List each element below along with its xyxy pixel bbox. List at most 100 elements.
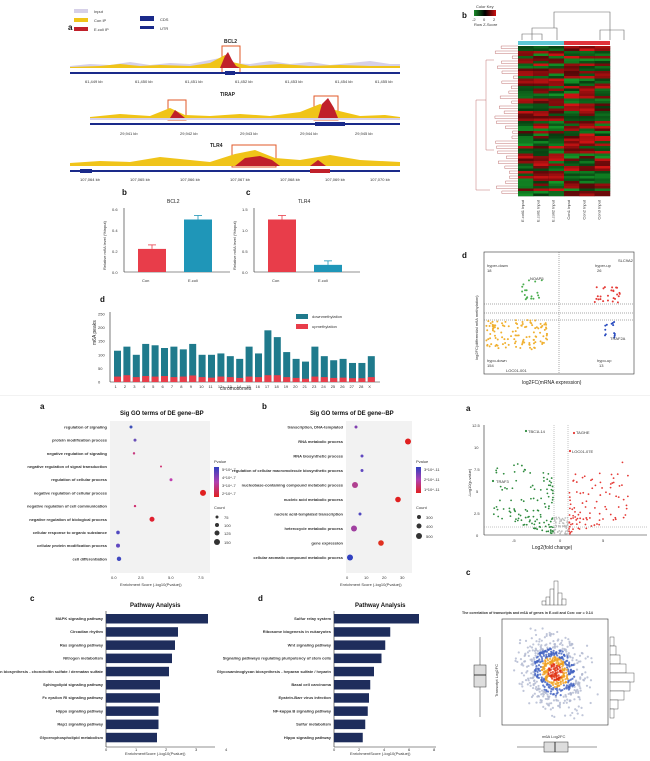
scatter-point <box>511 330 514 333</box>
scatter-point <box>496 344 499 347</box>
fig1-c-xcat: Con <box>272 278 279 283</box>
volcano-point <box>627 474 629 477</box>
scatter-point <box>489 337 492 340</box>
scatter-point <box>513 342 516 345</box>
chrom-bar-up <box>179 376 187 382</box>
go-term: negative regulation of signal transducti… <box>27 464 107 469</box>
volcano-point <box>574 516 577 518</box>
scatter-point <box>603 286 606 289</box>
gene-label: NOAP5 <box>530 276 544 281</box>
go-bubble <box>354 425 358 429</box>
chrom-bar-down <box>179 349 187 382</box>
tlr4-tick: 107,067 kb <box>230 177 251 182</box>
chrom-bar-up <box>320 377 328 382</box>
volcano-point <box>537 509 540 512</box>
key-max: 2 <box>493 17 496 22</box>
quad-count: 154 <box>487 363 494 368</box>
chrom-bar-up <box>132 377 140 382</box>
scatter-point <box>606 299 609 302</box>
scatter-point <box>500 331 503 334</box>
volcano-point <box>528 520 531 523</box>
scatter-point <box>530 348 533 351</box>
volcano-point <box>514 520 517 523</box>
pathway-label: Wnt signaling pathway <box>288 642 332 647</box>
scatter-point <box>540 326 543 329</box>
chrom-label: 2 <box>124 384 127 389</box>
scatter-point <box>534 335 537 338</box>
volcano-point <box>524 469 527 471</box>
volcano-point <box>582 518 585 521</box>
scatter-point <box>525 325 528 328</box>
volcano-point <box>609 486 612 489</box>
volcano-point <box>514 510 517 513</box>
fig3-d-letter: d <box>258 594 263 603</box>
bar <box>268 219 296 272</box>
heatmap-column-label: E.coli1 Input <box>520 199 525 222</box>
scatter-point <box>507 325 510 328</box>
chrom-label: 25 <box>331 384 336 389</box>
bar <box>138 248 166 272</box>
chrom-bar-up <box>208 377 215 382</box>
heatmap-column-label: Con3 Input <box>597 199 602 219</box>
volcano-point <box>547 507 550 510</box>
volcano-point <box>491 479 495 483</box>
go-bubble <box>358 512 362 516</box>
volcano-point <box>585 527 588 530</box>
chrom-bar-down <box>283 352 291 382</box>
volcano-point <box>496 508 499 511</box>
volcano-point <box>526 510 529 512</box>
f4a-ytick: 12.5 <box>472 423 481 428</box>
volcano-point <box>575 519 578 521</box>
chrom-bar-down <box>339 358 347 382</box>
fig1-b-ytick: 0.0 <box>112 270 118 275</box>
f3b-pv: 1*10^-11 <box>424 487 440 492</box>
volcano-point <box>540 497 543 500</box>
scatter-point <box>599 298 602 301</box>
fig3-b-plot <box>346 421 412 573</box>
go-term: negative regulation of signaling <box>47 451 108 456</box>
scatter-point <box>532 342 535 345</box>
volcano-point <box>551 517 554 520</box>
bar <box>184 219 212 272</box>
scatter-point <box>513 338 516 341</box>
scatter-point <box>521 290 524 293</box>
fig1-a-legend: Input Con IP E.coli IP CDS UTR <box>74 9 169 32</box>
volcano-point <box>510 499 512 502</box>
volcano-point <box>574 473 577 476</box>
chrom-bar-up <box>311 376 319 382</box>
volcano-point <box>550 530 552 532</box>
fig1-c-ytick: 1.5 <box>242 207 248 212</box>
volcano-point <box>571 508 574 511</box>
gene-label-tlr4: TLR4 <box>210 143 223 149</box>
tlr4-tick: 107,066 kb <box>180 177 201 182</box>
fig1-d-ytick: 200 <box>98 325 105 330</box>
volcano-point <box>544 506 547 508</box>
scatter-point <box>494 344 497 347</box>
volcano-point <box>531 522 533 525</box>
go-bubble <box>116 543 120 548</box>
bottom-boxplot <box>517 741 597 753</box>
volcano-point <box>542 476 545 479</box>
f3a-legend-pvalue: Pvalue <box>214 459 227 464</box>
volcano-point <box>546 478 549 481</box>
scatter-point <box>604 334 607 337</box>
scatter-point <box>545 334 548 337</box>
volcano-point <box>570 517 572 520</box>
scatter-point <box>546 338 549 341</box>
volcano-point <box>506 487 508 490</box>
volcano-point <box>626 495 629 498</box>
volcano-point <box>517 517 520 520</box>
volcano-point <box>568 521 571 524</box>
volcano-point <box>612 481 615 484</box>
volcano-point <box>624 514 627 516</box>
volcano-point <box>568 449 572 453</box>
fig1-d-ylabel: m6A peaks <box>92 320 98 345</box>
fig1-b-ytick: 0.4 <box>112 228 118 233</box>
pathway-label: Nitrogen metabolism <box>63 656 103 661</box>
pathway-label: Signaling pathways regulating pluripoten… <box>223 656 332 661</box>
f3b-legend-pvalue: Pvalue <box>416 459 429 464</box>
f3b-pv: 3*10^-11 <box>424 467 440 472</box>
chrom-label: X <box>368 384 371 389</box>
column-dendrogram <box>521 11 625 40</box>
